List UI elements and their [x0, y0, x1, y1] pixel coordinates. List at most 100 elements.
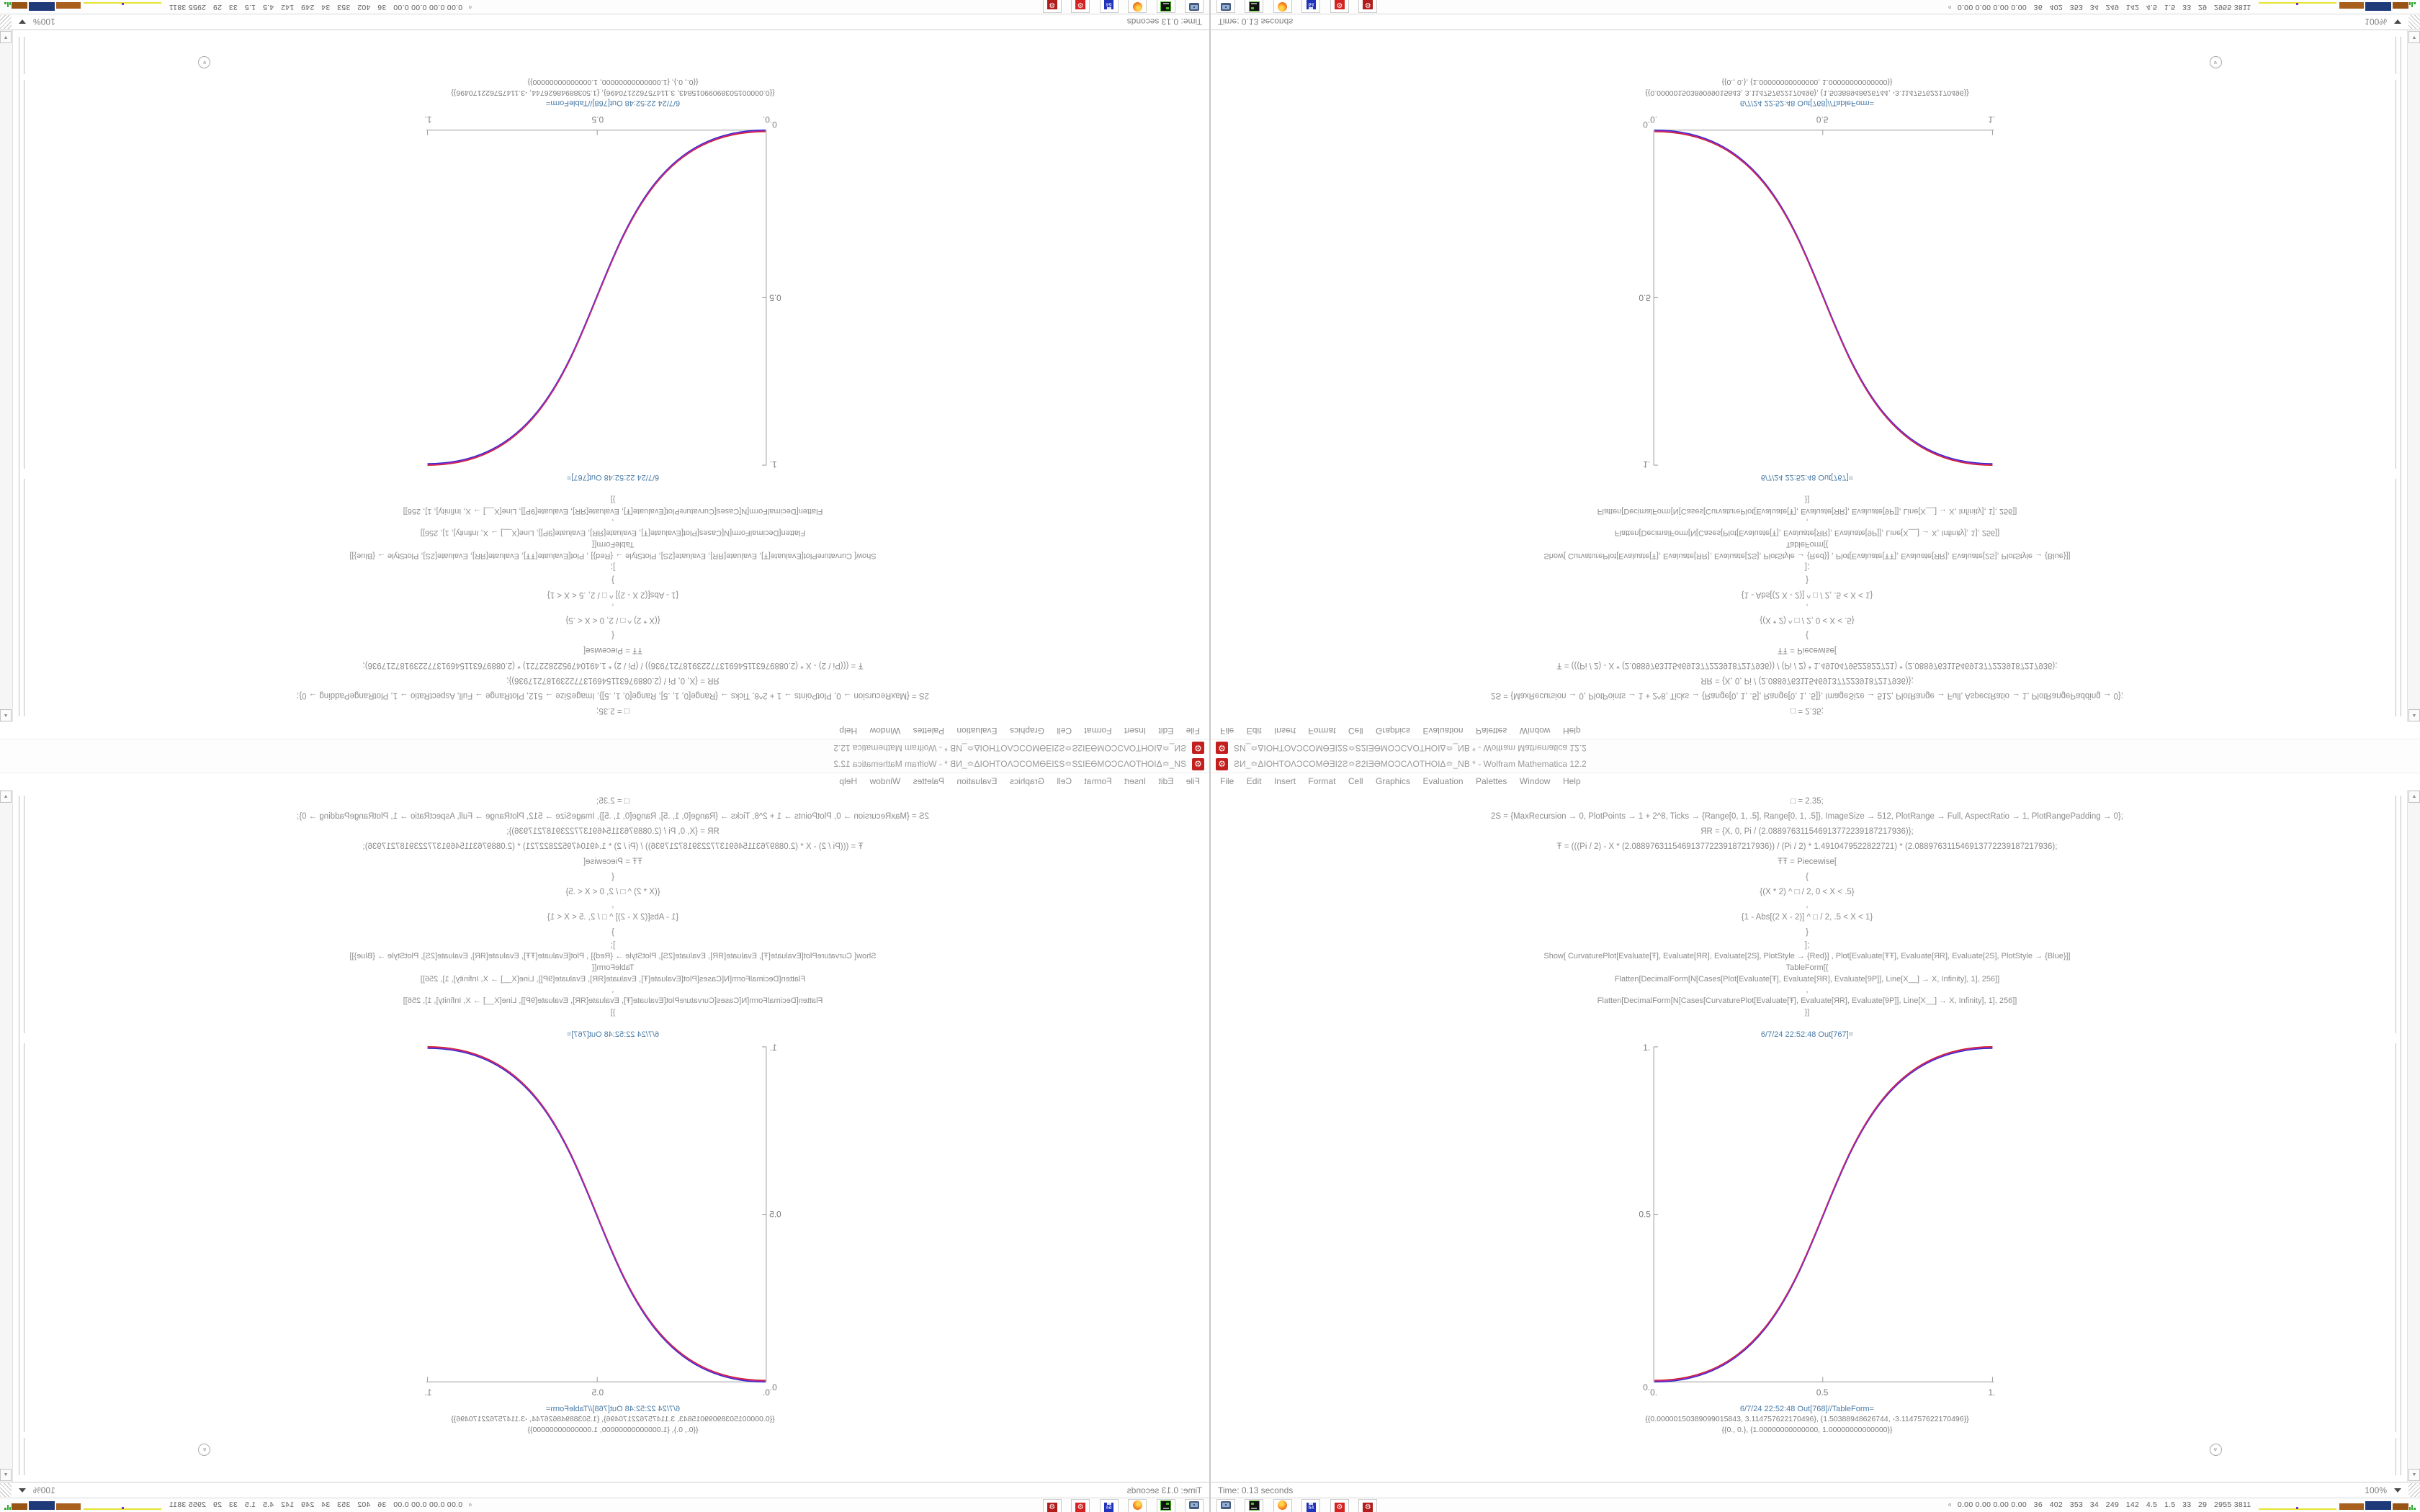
input-cell-line[interactable]: □ = 2.35; — [1791, 797, 1824, 806]
input-cell-line[interactable]: □ = 2.35; — [1791, 706, 1824, 715]
input-cell-line[interactable]: Flatten[DecimalForm[N[Cases[CurvaturePlo… — [403, 996, 823, 1005]
settings-button-1[interactable]: ⚙ — [1071, 0, 1090, 13]
input-cell-line[interactable]: ŦŦ = Piecewise[ — [583, 858, 643, 866]
menu-palettes[interactable]: Palettes — [1475, 776, 1507, 786]
input-cell-line[interactable]: TableForm[{ — [1785, 540, 1829, 549]
input-cell-line[interactable]: 2S = {MaxRecursion → 0, PlotPoints → 1 +… — [1491, 691, 2123, 700]
input-cell-line[interactable]: Flatten[DecimalForm[N[Cases[CurvaturePlo… — [1597, 996, 2017, 1005]
chevron-expand-icon[interactable]: » — [1945, 1503, 1953, 1507]
magnification-value[interactable]: 100% — [2365, 17, 2387, 27]
menu-cell[interactable]: Cell — [1348, 776, 1363, 786]
input-cell-line[interactable]: 2S = {MaxRecursion → 0, PlotPoints → 1 +… — [297, 812, 929, 821]
input-cell-line[interactable]: 2S = {MaxRecursion → 0, PlotPoints → 1 +… — [297, 691, 929, 700]
menu-help[interactable]: Help — [839, 726, 858, 736]
magnification-value[interactable]: 100% — [2365, 1485, 2387, 1495]
menu-file[interactable]: File — [1186, 726, 1200, 736]
settings-button-2[interactable]: ⚙ — [1358, 0, 1378, 13]
vertical-scrollbar[interactable]: ▲ ▼ — [0, 790, 13, 1482]
floppy-save-button[interactable]: 64 — [1301, 1499, 1321, 1512]
window-titlebar[interactable]: ⚙ ƧИ_≏ΔΙΟΗΤΟΛƆCOMӘƎI2Ƨ≏Ƨ2IƎӘMOƆCΛOTHOIΔ≏… — [0, 756, 1209, 773]
input-cell-line[interactable]: }] — [1804, 495, 1810, 504]
menu-palettes[interactable]: Palettes — [913, 776, 945, 786]
magnification-dropdown-icon[interactable] — [2394, 1488, 2401, 1493]
magnification-dropdown-icon[interactable] — [19, 19, 26, 24]
menu-window[interactable]: Window — [869, 726, 901, 736]
input-cell-line[interactable]: Ŧ = (((Pi / 2) - X * (2.0889763115469137… — [1556, 842, 2058, 851]
menu-file[interactable]: File — [1186, 776, 1200, 786]
input-cell-line[interactable]: Show[ CurvaturePlot[Evaluate[Ŧ], Evaluat… — [1543, 952, 2071, 960]
scrollbar-up-arrow[interactable]: ▲ — [2408, 791, 2420, 803]
input-cell-line[interactable]: Flatten[DecimalForm[N[Cases[Plot[Evaluat… — [420, 528, 806, 537]
menu-insert[interactable]: Insert — [1273, 776, 1296, 786]
input-cell-line[interactable]: □ = 2.35; — [596, 797, 629, 806]
settings-button-1[interactable]: ⚙ — [1071, 1499, 1090, 1512]
window-titlebar[interactable]: ⚙ ƧИ_≏ΔΙΟΗΤΟΛƆCOMӘƎI2Ƨ≏Ƨ2IƎӘMOƆCΛOTHOIΔ≏… — [0, 739, 1209, 756]
screenshot-tool-button[interactable] — [1185, 1499, 1204, 1512]
input-cell-line[interactable]: }] — [610, 1008, 616, 1017]
window-resize-grip[interactable] — [2408, 15, 2420, 29]
input-cell-line[interactable]: ЯR = {X, 0, Pi / (2.08897631154691377223… — [1700, 827, 1914, 836]
input-cell-line[interactable]: ЯR = {X, 0, Pi / (2.08897631154691377223… — [506, 676, 720, 685]
input-cell-line[interactable]: ŦŦ = Piecewise[ — [1777, 646, 1837, 654]
input-cell-line[interactable]: , — [611, 603, 614, 611]
terminal-button[interactable] — [1245, 1499, 1264, 1512]
menu-cell[interactable]: Cell — [1348, 726, 1363, 736]
input-cell-line[interactable]: {1 - Abs[(2 X - 2)] ^ □ / 2, .5 < X < 1} — [547, 590, 679, 599]
menu-file[interactable]: File — [1220, 726, 1234, 736]
input-cell-line[interactable]: , — [1806, 518, 1809, 526]
chevron-expand-icon[interactable]: » — [467, 1503, 475, 1507]
magnification-dropdown-icon[interactable] — [2394, 19, 2401, 24]
input-cell-line[interactable]: ЯR = {X, 0, Pi / (2.08897631154691377223… — [506, 827, 720, 836]
settings-button-1[interactable]: ⚙ — [1330, 0, 1349, 13]
input-cell-line[interactable]: {(X * 2) ^ □ / 2, 0 < X < .5} — [565, 616, 660, 624]
window-titlebar[interactable]: ⚙ ƧИ_≏ΔΙΟΗΤΟΛƆCOMӘƎI2Ƨ≏Ƨ2IƎӘMOƆCΛOTHOIΔ≏… — [1211, 756, 2420, 773]
menu-insert[interactable]: Insert — [1124, 776, 1147, 786]
input-cell-line[interactable]: Show[ CurvaturePlot[Evaluate[Ŧ], Evaluat… — [1543, 552, 2071, 560]
floppy-save-button[interactable]: 64 — [1099, 0, 1119, 13]
input-cell-line[interactable]: ŦŦ = Piecewise[ — [583, 646, 643, 654]
input-cell-line[interactable]: { — [1806, 873, 1809, 881]
window-resize-grip[interactable] — [2408, 1483, 2420, 1497]
input-cell-line[interactable]: {(X * 2) ^ □ / 2, 0 < X < .5} — [565, 888, 660, 896]
menu-edit[interactable]: Edit — [1158, 726, 1174, 736]
scrollbar-down-arrow[interactable]: ▼ — [2408, 31, 2420, 43]
scrollbar-down-arrow[interactable]: ▼ — [0, 31, 12, 43]
magnification-value[interactable]: 100% — [33, 1485, 55, 1495]
input-cell-line[interactable]: ]; — [1804, 941, 1810, 950]
input-cell-line[interactable]: {(X * 2) ^ □ / 2, 0 < X < .5} — [1760, 888, 1855, 896]
input-cell-line[interactable]: {1 - Abs[(2 X - 2)] ^ □ / 2, .5 < X < 1} — [1741, 913, 1873, 922]
settings-button-1[interactable]: ⚙ — [1330, 1499, 1349, 1512]
menu-graphics[interactable]: Graphics — [1009, 726, 1044, 736]
scrollbar-down-arrow[interactable]: ▼ — [2408, 1469, 2420, 1481]
magnification-dropdown-icon[interactable] — [19, 1488, 26, 1493]
floppy-save-button[interactable]: 64 — [1099, 1499, 1119, 1512]
window-resize-grip[interactable] — [0, 15, 12, 29]
firefox-button[interactable] — [1273, 1499, 1292, 1512]
menu-edit[interactable]: Edit — [1246, 776, 1262, 786]
input-cell-line[interactable]: ]; — [1804, 562, 1810, 571]
input-cell-line[interactable]: ЯR = {X, 0, Pi / (2.08897631154691377223… — [1700, 676, 1914, 685]
jump-to-end-button[interactable]: » — [198, 1444, 210, 1456]
jump-to-end-button[interactable]: » — [2210, 56, 2222, 68]
input-cell-line[interactable]: □ = 2.35; — [596, 706, 629, 715]
scrollbar-down-arrow[interactable]: ▼ — [0, 1469, 12, 1481]
screenshot-tool-button[interactable] — [1185, 0, 1204, 13]
menu-help[interactable]: Help — [839, 776, 858, 786]
input-cell-line[interactable]: ]; — [610, 562, 616, 571]
input-cell-line[interactable]: }] — [1804, 1008, 1810, 1017]
menu-cell[interactable]: Cell — [1057, 776, 1072, 786]
terminal-button[interactable] — [1245, 0, 1264, 13]
input-cell-line[interactable]: Flatten[DecimalForm[N[Cases[CurvaturePlo… — [1597, 507, 2017, 516]
settings-button-2[interactable]: ⚙ — [1042, 0, 1062, 13]
window-titlebar[interactable]: ⚙ ƧИ_≏ΔΙΟΗΤΟΛƆCOMӘƎI2Ƨ≏Ƨ2IƎӘMOƆCΛOTHOIΔ≏… — [1211, 739, 2420, 756]
menu-window[interactable]: Window — [1519, 776, 1551, 786]
vertical-scrollbar[interactable]: ▲ ▼ — [2407, 790, 2420, 1482]
input-cell-line[interactable]: TableForm[{ — [591, 540, 635, 549]
input-cell-line[interactable]: Flatten[DecimalForm[N[Cases[CurvaturePlo… — [403, 507, 823, 516]
jump-to-end-button[interactable]: » — [198, 56, 210, 68]
menu-window[interactable]: Window — [1519, 726, 1551, 736]
menu-format[interactable]: Format — [1308, 726, 1336, 736]
input-cell-line[interactable]: Flatten[DecimalForm[N[Cases[Plot[Evaluat… — [420, 975, 806, 984]
menu-graphics[interactable]: Graphics — [1376, 726, 1411, 736]
scrollbar-up-arrow[interactable]: ▲ — [2408, 709, 2420, 721]
